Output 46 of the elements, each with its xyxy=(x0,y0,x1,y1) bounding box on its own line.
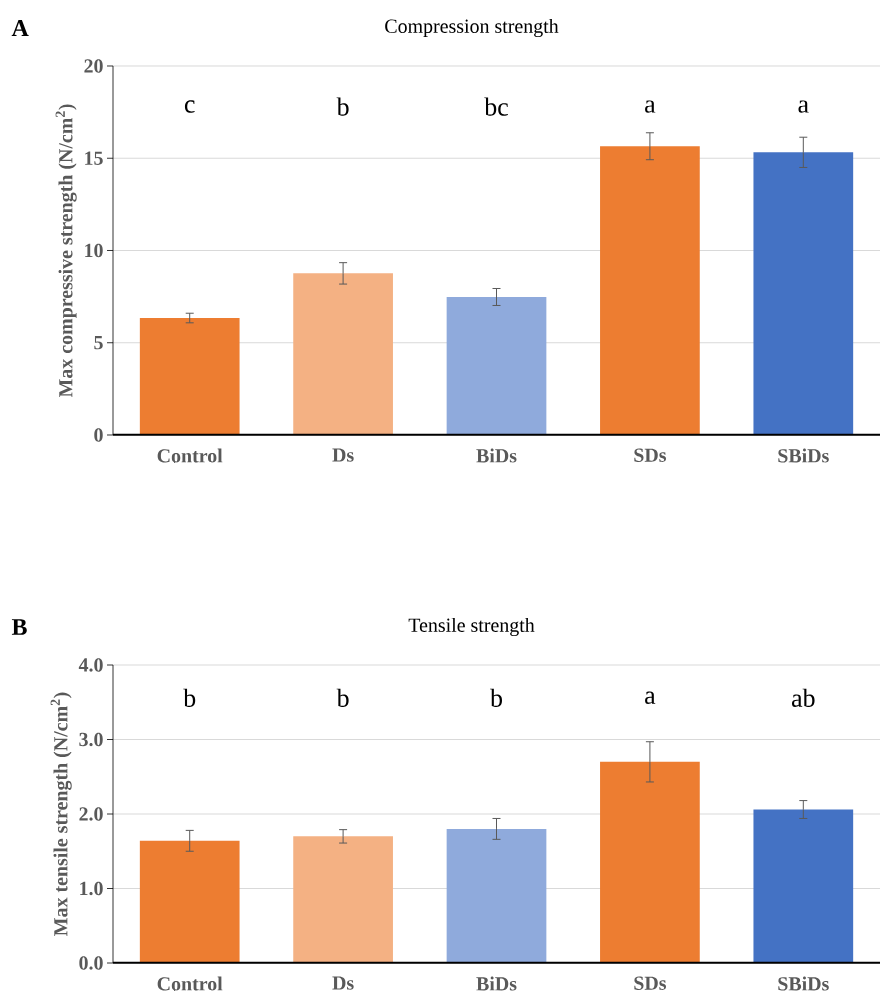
x-tick-label: SDs xyxy=(634,448,667,462)
chart-title: Tensile strength xyxy=(408,617,535,637)
x-tick-label: BiDs xyxy=(476,448,517,463)
annotation: a xyxy=(798,100,809,113)
y-tick-label: 1.0 xyxy=(80,881,103,896)
annotation: b xyxy=(336,688,349,707)
y-tick-label: 0.0 xyxy=(79,956,103,970)
annotation: bc xyxy=(484,97,508,116)
annotation: b xyxy=(490,688,502,707)
y-tick-label: 15 xyxy=(85,151,103,165)
chart-title: Compression strength xyxy=(385,18,559,38)
text: B xyxy=(11,619,27,635)
y-axis-title: Max compressive strength (N/cm$^{2}$) xyxy=(55,104,77,398)
x-tick-label: Control xyxy=(157,976,223,991)
bar xyxy=(753,809,854,963)
x-tick-label: Ds xyxy=(332,448,354,462)
annotation: a xyxy=(645,691,656,704)
annotation: ab xyxy=(791,688,815,707)
bar xyxy=(600,146,700,435)
bar xyxy=(446,296,547,435)
y-tick-label: 20 xyxy=(84,59,103,73)
x-tick-label: SBiDs xyxy=(778,976,829,991)
y-tick-label: 2.0 xyxy=(79,807,103,821)
bar xyxy=(139,840,240,963)
annotation: c xyxy=(184,100,195,113)
bar xyxy=(293,273,393,435)
bar xyxy=(600,761,700,963)
y-tick-label: 10 xyxy=(85,243,103,258)
x-tick-label: Control xyxy=(157,448,223,463)
annotation: a xyxy=(645,100,656,113)
y-tick-label: 0 xyxy=(94,428,103,442)
y-tick-label: 3.0 xyxy=(79,732,103,747)
y-axis-title: Max tensile strength (N/cm$^{2}$) xyxy=(50,692,72,936)
x-tick-label: SBiDs xyxy=(778,448,829,463)
text: A xyxy=(11,20,29,36)
bar xyxy=(446,828,547,963)
x-tick-label: BiDs xyxy=(476,976,517,991)
bar xyxy=(753,152,854,435)
annotation: b xyxy=(336,97,349,116)
annotation: b xyxy=(183,688,196,707)
y-tick-label: 5 xyxy=(94,336,103,350)
x-tick-label: SDs xyxy=(634,976,667,990)
y-tick-label: 4.0 xyxy=(78,658,103,672)
bar xyxy=(293,836,393,963)
bar xyxy=(139,318,240,435)
x-tick-label: Ds xyxy=(332,976,354,990)
